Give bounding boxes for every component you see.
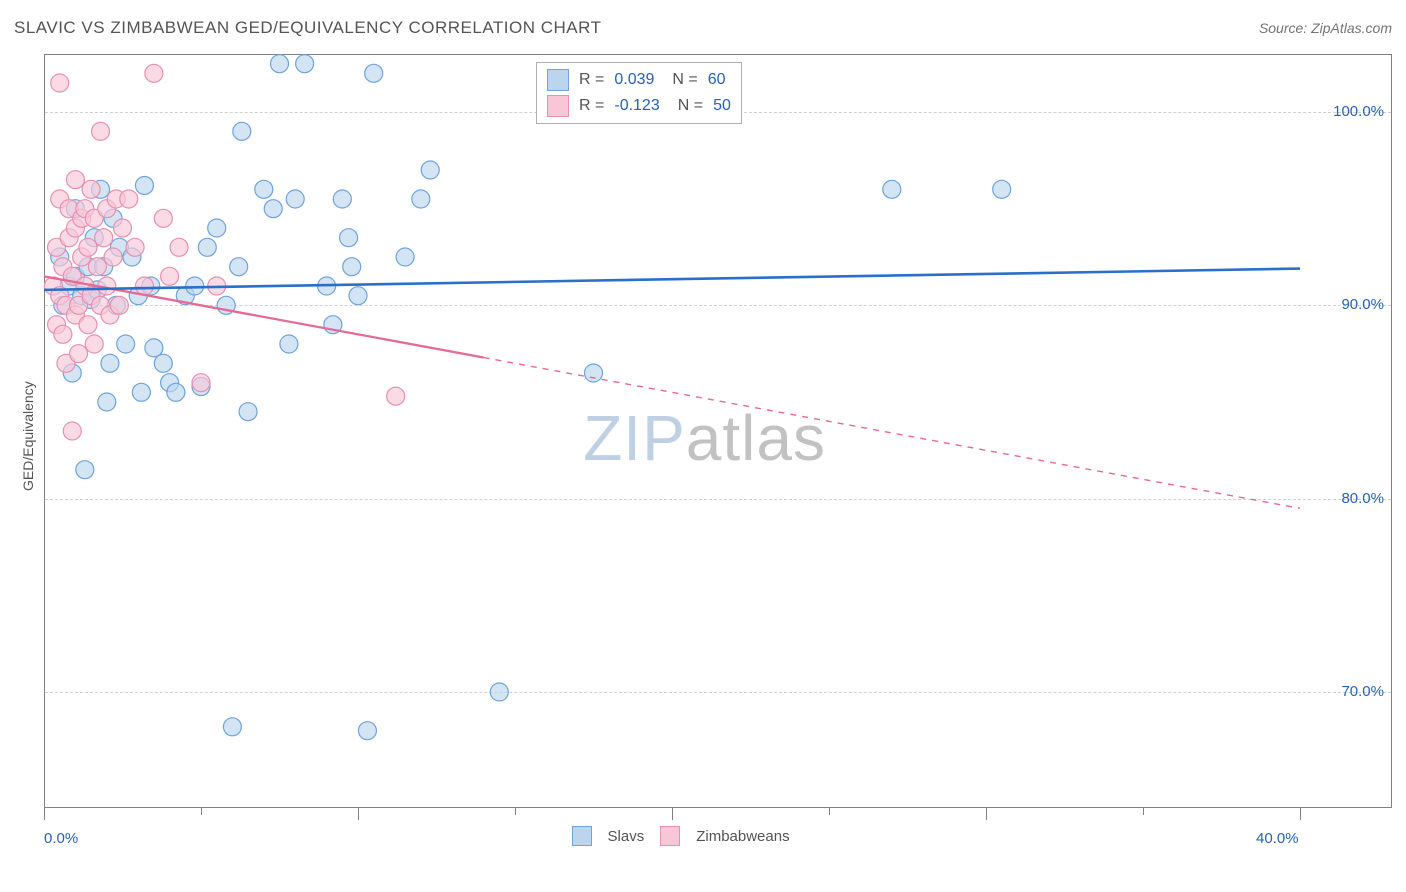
- legend-label-slavs: Slavs: [608, 828, 645, 845]
- data-point: [98, 393, 116, 411]
- data-point: [271, 55, 289, 73]
- chart-svg: [0, 0, 1406, 892]
- data-point: [101, 354, 119, 372]
- data-point: [82, 180, 100, 198]
- stat-swatch-slavs: [547, 69, 569, 91]
- legend-swatch-slavs: [572, 826, 592, 846]
- data-point: [883, 180, 901, 198]
- data-point: [343, 258, 361, 276]
- data-point: [192, 374, 210, 392]
- stat-n-zimb: 50: [713, 97, 731, 115]
- data-point: [154, 209, 172, 227]
- data-point: [132, 383, 150, 401]
- data-point: [349, 287, 367, 305]
- data-point: [280, 335, 298, 353]
- stat-row-zimb: R = -0.123 N = 50: [547, 93, 731, 119]
- data-point: [333, 190, 351, 208]
- data-point: [126, 238, 144, 256]
- data-point: [421, 161, 439, 179]
- data-point: [54, 325, 72, 343]
- stat-r-label2: R =: [579, 97, 604, 115]
- stat-r-slavs: 0.039: [614, 71, 654, 89]
- data-point: [198, 238, 216, 256]
- data-point: [170, 238, 188, 256]
- data-point: [63, 422, 81, 440]
- data-point: [85, 335, 103, 353]
- data-point: [239, 403, 257, 421]
- data-point: [145, 64, 163, 82]
- data-point: [340, 229, 358, 247]
- bottom-legend: Slavs Zimbabweans: [572, 826, 790, 846]
- data-point: [110, 296, 128, 314]
- data-point: [490, 683, 508, 701]
- data-point: [76, 461, 94, 479]
- data-point: [79, 238, 97, 256]
- data-point: [585, 364, 603, 382]
- data-point: [88, 258, 106, 276]
- stat-swatch-zimb: [547, 95, 569, 117]
- data-point: [79, 316, 97, 334]
- data-point: [208, 219, 226, 237]
- data-point: [66, 171, 84, 189]
- data-point: [120, 190, 138, 208]
- legend-label-zimb: Zimbabweans: [696, 828, 789, 845]
- data-point: [95, 229, 113, 247]
- data-point: [286, 190, 304, 208]
- data-point: [993, 180, 1011, 198]
- data-point: [412, 190, 430, 208]
- data-point: [154, 354, 172, 372]
- data-point: [264, 200, 282, 218]
- stat-r-label: R =: [579, 71, 604, 89]
- data-point: [387, 387, 405, 405]
- data-point: [145, 339, 163, 357]
- stat-row-slavs: R = 0.039 N = 60: [547, 67, 731, 93]
- data-point: [92, 122, 110, 140]
- data-point: [233, 122, 251, 140]
- data-point: [117, 335, 135, 353]
- stat-n-slavs: 60: [708, 71, 726, 89]
- data-point: [255, 180, 273, 198]
- data-point: [230, 258, 248, 276]
- data-point: [51, 74, 69, 92]
- data-point: [104, 248, 122, 266]
- data-point: [167, 383, 185, 401]
- data-point: [358, 722, 376, 740]
- legend-swatch-zimb: [660, 826, 680, 846]
- data-point: [161, 267, 179, 285]
- stat-n-label: N =: [672, 71, 697, 89]
- data-point: [135, 277, 153, 295]
- data-point: [296, 55, 314, 73]
- stat-legend-box: R = 0.039 N = 60 R = -0.123 N = 50: [536, 62, 742, 124]
- stat-n-label2: N =: [678, 97, 703, 115]
- data-point: [365, 64, 383, 82]
- data-point: [114, 219, 132, 237]
- stat-r-zimb: -0.123: [614, 97, 659, 115]
- data-point: [135, 176, 153, 194]
- data-point: [70, 345, 88, 363]
- data-point: [223, 718, 241, 736]
- data-point: [396, 248, 414, 266]
- trend-line-dashed: [484, 358, 1300, 509]
